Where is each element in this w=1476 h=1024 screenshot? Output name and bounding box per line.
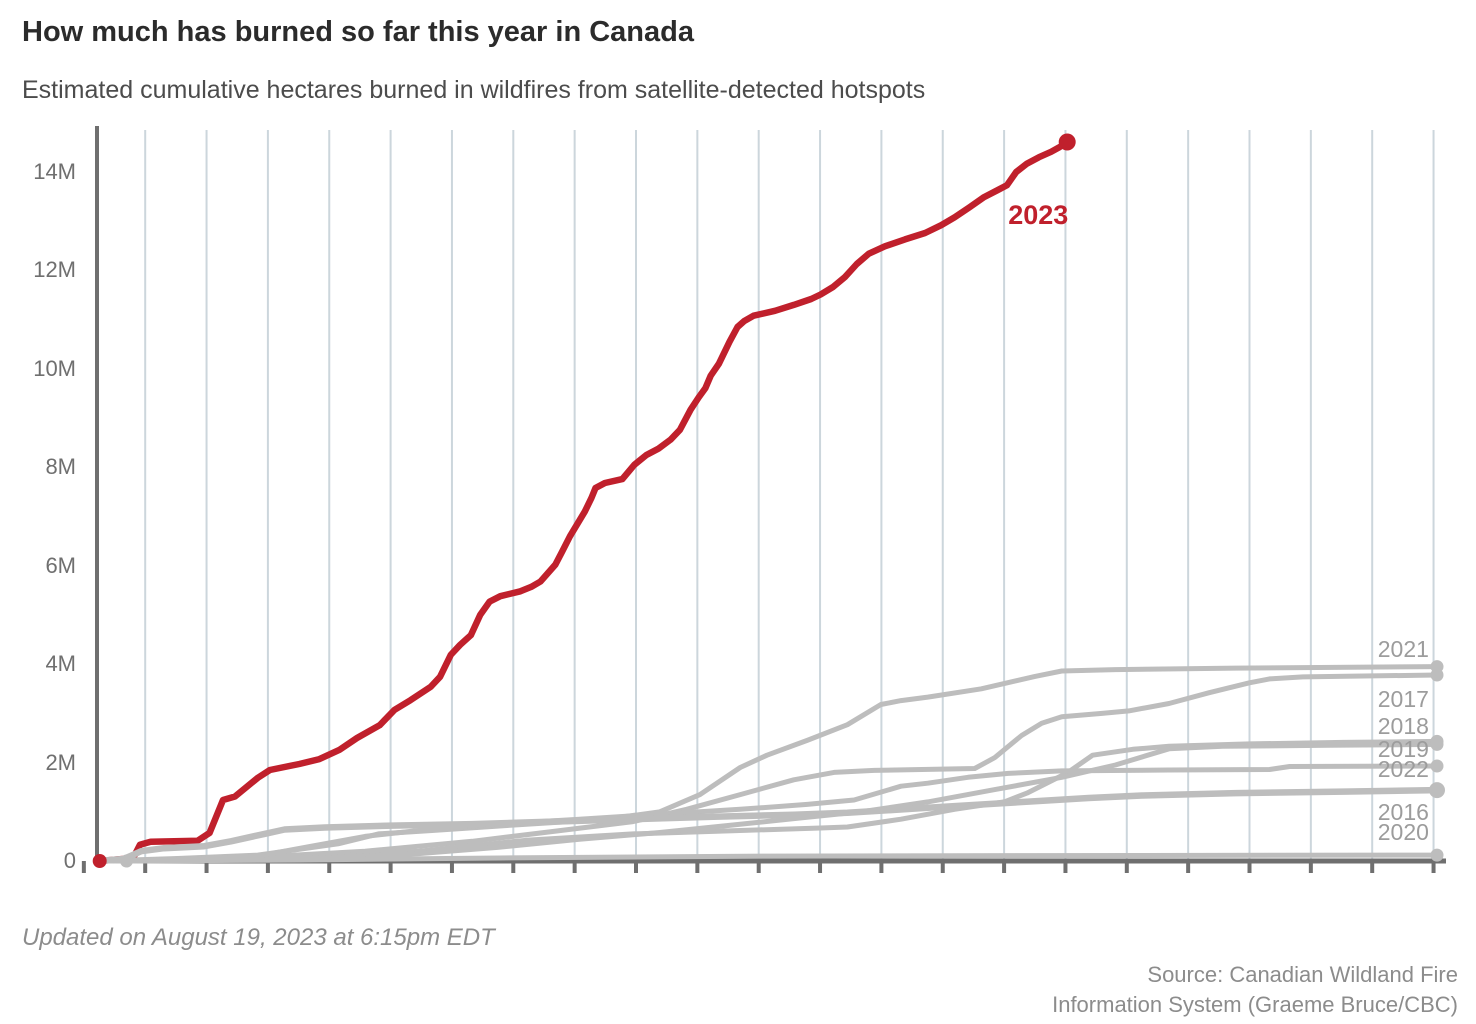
year-label-2018: 2018 xyxy=(1377,713,1429,740)
year-label-2016: 2016 xyxy=(1377,798,1429,825)
y-axis-label-4M: 4M xyxy=(45,651,76,677)
line-2020 xyxy=(124,852,1440,864)
line-2016 xyxy=(93,786,1441,865)
series-label-2023: 2023 xyxy=(1008,200,1069,231)
year-label-2021: 2021 xyxy=(1377,635,1429,662)
y-axis-label-6M: 6M xyxy=(45,552,76,578)
end-dot-2017 xyxy=(1430,668,1444,682)
end-dot-2016 xyxy=(1429,782,1445,799)
y-axis-label-12M: 12M xyxy=(33,257,76,283)
gridlines xyxy=(144,130,1435,861)
y-axis-label-8M: 8M xyxy=(45,454,76,480)
line-2018 xyxy=(94,738,1440,864)
source-credit: Source: Canadian Wildland Fire Informati… xyxy=(1052,960,1458,1020)
start-dot-2020 xyxy=(120,854,133,868)
year-label-2020: 2020 xyxy=(1377,818,1429,845)
y-axis-label-10M: 10M xyxy=(33,355,76,381)
end-dot-2020 xyxy=(1430,848,1444,862)
y-axis-label-0: 0 xyxy=(63,848,76,873)
line-2022 xyxy=(94,763,1440,864)
source-line-2: Information System (Graeme Bruce/CBC) xyxy=(1052,992,1458,1017)
axes xyxy=(81,126,1446,873)
page-subtitle: Estimated cumulative hectares burned in … xyxy=(22,76,926,104)
line-2017 xyxy=(94,672,1440,864)
year-label-2022: 2022 xyxy=(1377,755,1429,782)
year-label-2019: 2019 xyxy=(1377,735,1429,762)
updated-timestamp: Updated on August 19, 2023 at 6:15pm EDT xyxy=(22,924,495,951)
line-2023 xyxy=(96,138,1071,865)
start-dot-2023 xyxy=(92,854,107,868)
source-line-1: Source: Canadian Wildland Fire xyxy=(1147,962,1458,987)
page-title: How much has burned so far this year in … xyxy=(22,16,694,48)
end-dot-2019 xyxy=(1430,737,1444,751)
end-dot-2023 xyxy=(1058,133,1076,151)
y-axis-label-14M: 14M xyxy=(33,159,76,184)
y-axis-label-2M: 2M xyxy=(45,749,76,775)
end-dot-2022 xyxy=(1430,759,1444,773)
year-label-2017: 2017 xyxy=(1377,686,1429,713)
